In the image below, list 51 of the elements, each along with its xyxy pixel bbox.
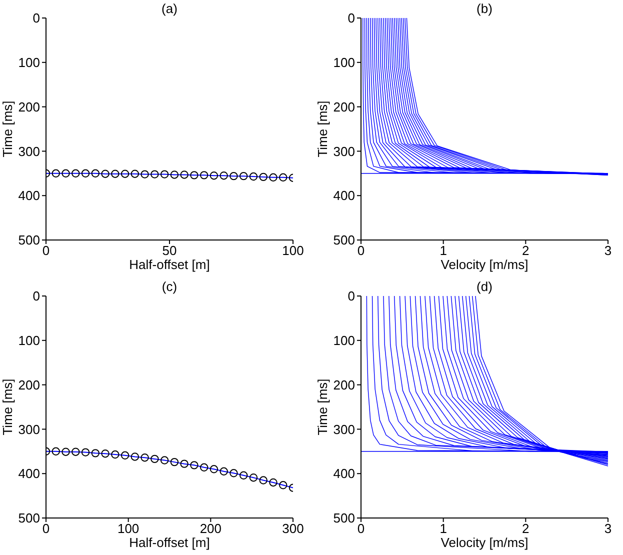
y-tick-label: 0: [348, 288, 355, 304]
y-axis-title: Time [ms]: [0, 100, 16, 160]
x-tick-label: 0: [42, 243, 50, 258]
x-tick-label: 1: [440, 521, 447, 536]
y-tick-label: 400: [18, 466, 40, 482]
x-axis-title: Half-offset [m]: [128, 257, 211, 272]
y-tick-label: 300: [333, 422, 355, 437]
y-tick-label: 400: [18, 188, 40, 204]
x-tick-label: 100: [282, 243, 304, 258]
y-tick-label: 200: [333, 377, 355, 392]
x-tick-label: 300: [282, 521, 304, 536]
y-tick-label: 300: [18, 144, 40, 159]
x-tick-label: 3: [604, 243, 612, 258]
y-tick-label: 500: [18, 232, 40, 248]
y-tick-label: 400: [333, 466, 355, 482]
x-tick-label: 100: [117, 521, 140, 536]
x-tick-label: 2: [522, 521, 530, 536]
y-tick-label: 200: [18, 99, 40, 114]
y-tick-label: 100: [333, 55, 355, 70]
y-tick-label: 0: [32, 10, 40, 26]
y-axis-title: Time [ms]: [315, 100, 331, 160]
x-tick-label: 200: [200, 521, 222, 536]
x-axis-title: Half-offset [m]: [128, 535, 211, 550]
y-tick-label: 100: [333, 333, 355, 348]
chart-title: (a): [160, 1, 178, 16]
x-tick-label: 1: [440, 243, 447, 258]
x-tick-label: 3: [604, 521, 612, 536]
y-tick-label: 500: [333, 232, 355, 248]
y-tick-label: 500: [333, 510, 355, 526]
x-tick-label: 50: [162, 243, 177, 258]
y-tick-label: 300: [18, 422, 40, 437]
y-tick-label: 0: [32, 288, 40, 304]
x-tick-label: 0: [42, 521, 50, 536]
y-tick-label: 200: [18, 377, 40, 392]
y-tick-label: 100: [18, 55, 40, 70]
y-axis-title: Time [ms]: [315, 378, 331, 438]
y-axis-title: Time [ms]: [0, 378, 16, 438]
chart-title: (b): [476, 1, 494, 16]
x-axis-title: Velocity [m/ms]: [440, 535, 530, 550]
x-tick-label: 0: [357, 243, 365, 258]
chart-title: (d): [476, 279, 494, 294]
y-tick-label: 100: [18, 333, 40, 348]
y-tick-label: 0: [348, 10, 355, 26]
y-tick-label: 200: [333, 99, 355, 114]
chart-title: (c): [160, 279, 178, 294]
x-tick-label: 2: [522, 243, 530, 258]
y-tick-label: 500: [18, 510, 40, 526]
x-axis-title: Velocity [m/ms]: [440, 257, 530, 272]
y-tick-label: 400: [333, 188, 355, 204]
y-tick-label: 300: [333, 144, 355, 159]
x-tick-label: 0: [357, 521, 365, 536]
